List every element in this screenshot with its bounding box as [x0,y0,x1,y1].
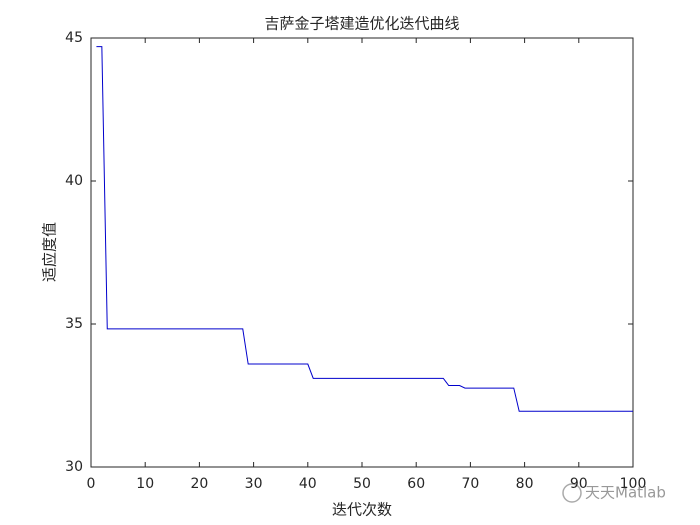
y-axis-label: 适应度值 [41,222,59,282]
x-tick-label: 50 [353,476,371,492]
y-tick-label: 40 [65,173,83,189]
x-tick-label: 10 [136,476,154,492]
y-tick-label: 45 [65,30,83,46]
watermark-group: 天天Matlab [562,483,666,503]
x-tick-label: 40 [299,476,317,492]
x-tick-label: 0 [87,476,96,492]
x-tick-label: 80 [516,476,534,492]
watermark-icon [562,483,582,503]
x-tick-label: 20 [190,476,208,492]
x-axis-label: 迭代次数 [332,501,392,519]
data-line [96,46,633,412]
y-tick-label: 35 [65,316,83,332]
x-tick-label: 60 [407,476,425,492]
x-tick-label: 90 [570,476,588,492]
x-tick-label: 30 [245,476,263,492]
watermark: 天天Matlab [585,484,666,502]
chart-title: 吉萨金子塔建造优化迭代曲线 [264,15,459,33]
x-tick-label: 70 [461,476,479,492]
y-tick-label: 30 [65,459,83,475]
x-tick-label: 100 [620,476,647,492]
axes-box [90,37,634,468]
